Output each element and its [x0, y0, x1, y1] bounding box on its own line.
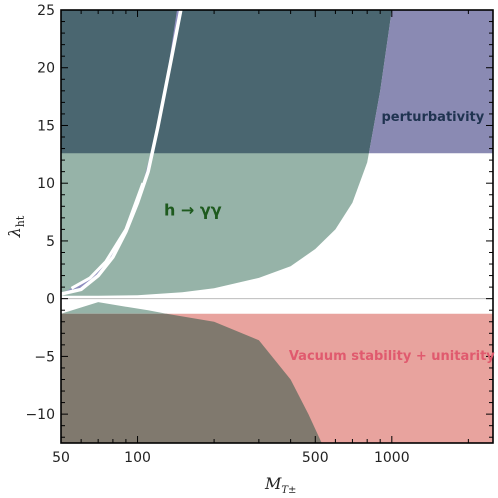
perturbativity-label: perturbativity [381, 110, 484, 125]
y-tick-label: 10 [37, 176, 55, 192]
x-tick-label: 1000 [374, 450, 410, 466]
x-tick-label: 500 [302, 450, 329, 466]
y-tick-label: 20 [37, 61, 55, 77]
y-axis-label: λht [5, 215, 27, 238]
plot-regions [61, 10, 493, 443]
x-axis-label: MT± [264, 474, 296, 496]
h-to-gamma-gamma-label: h → γγ [164, 201, 222, 220]
y-tick-label: 25 [37, 3, 55, 19]
axis-ticks: 50 100 500 1000 −10 −5 0 5 10 15 20 25 [25, 3, 493, 466]
region-labels: perturbativity h → γγ Vacuum stability + u… [164, 110, 495, 364]
hgg-negative-sliver [61, 302, 167, 314]
y-tick-label: 15 [37, 118, 55, 134]
y-tick-label: −10 [25, 407, 55, 423]
vacuum-stability-unitarity-label: Vacuum stability + unitarity [289, 349, 495, 364]
y-tick-label: 5 [46, 234, 55, 250]
overlap-top-region [61, 10, 392, 154]
y-tick-label: 0 [46, 292, 55, 308]
band-edge-right [70, 182, 145, 290]
y-tick-label: −5 [34, 349, 55, 365]
perturbativity-region [368, 10, 493, 154]
plot-frame [60, 9, 494, 444]
x-tick-label: 50 [52, 450, 70, 466]
x-tick-label: 100 [124, 450, 151, 466]
overlap-bottom-region [61, 313, 322, 443]
plot-border [60, 9, 494, 444]
